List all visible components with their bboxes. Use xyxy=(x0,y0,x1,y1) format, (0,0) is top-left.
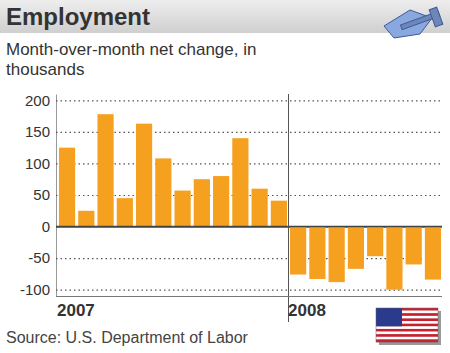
bar xyxy=(290,227,306,275)
bar xyxy=(329,227,345,283)
source: Source: U.S. Department of Labor xyxy=(6,329,249,346)
y-tick-label: 100 xyxy=(25,155,50,172)
bar xyxy=(386,227,402,290)
header-band xyxy=(0,0,450,33)
chart: Employment Month-over-month net change, i… xyxy=(0,0,450,353)
x-tick: 2007 xyxy=(57,296,95,320)
grid-line xyxy=(56,132,442,133)
x-tick-label: 2008 xyxy=(288,301,326,320)
bar xyxy=(175,191,191,227)
y-tick-label: 200 xyxy=(25,92,50,109)
y-tick: -100 xyxy=(20,281,442,298)
subtitle: Month-over-month net change, inthousands xyxy=(6,40,256,79)
flag xyxy=(376,308,441,345)
y-tick-label: -50 xyxy=(28,249,50,266)
bar xyxy=(425,227,441,280)
bar xyxy=(194,179,210,226)
grid-line xyxy=(56,290,442,291)
grid-line xyxy=(56,100,442,101)
bar xyxy=(309,227,325,279)
bar xyxy=(252,189,268,227)
bar xyxy=(59,148,75,227)
grid-line xyxy=(56,163,442,164)
bar xyxy=(367,227,383,257)
grid-line xyxy=(56,226,442,228)
y-tick: 200 xyxy=(25,92,442,109)
y-tick-label: 0 xyxy=(42,218,50,235)
bar xyxy=(117,198,133,226)
bar xyxy=(348,227,364,269)
bar xyxy=(136,124,152,227)
y-tick-label: 150 xyxy=(25,123,50,140)
y-tick-label: -100 xyxy=(20,281,50,298)
bar xyxy=(213,176,229,227)
grid-line xyxy=(56,195,442,196)
bar xyxy=(155,158,171,226)
x-tick: 2008 xyxy=(288,296,326,320)
x-tick-label: 2007 xyxy=(57,301,95,320)
x-axis-line xyxy=(56,296,442,297)
y-tick: 150 xyxy=(25,123,442,140)
title: Employment xyxy=(6,3,150,30)
bars xyxy=(59,114,441,289)
bar xyxy=(78,211,94,227)
y-tick-label: 50 xyxy=(33,186,50,203)
bar xyxy=(271,201,287,227)
y-axis: -100 -50 0 50 100 150 200 xyxy=(20,92,442,298)
header-icon xyxy=(384,7,443,38)
bar xyxy=(97,114,113,226)
grid-line xyxy=(56,258,442,259)
bar xyxy=(406,227,422,265)
year-separator xyxy=(288,94,289,322)
bar xyxy=(232,138,248,226)
zero-line xyxy=(56,226,442,228)
